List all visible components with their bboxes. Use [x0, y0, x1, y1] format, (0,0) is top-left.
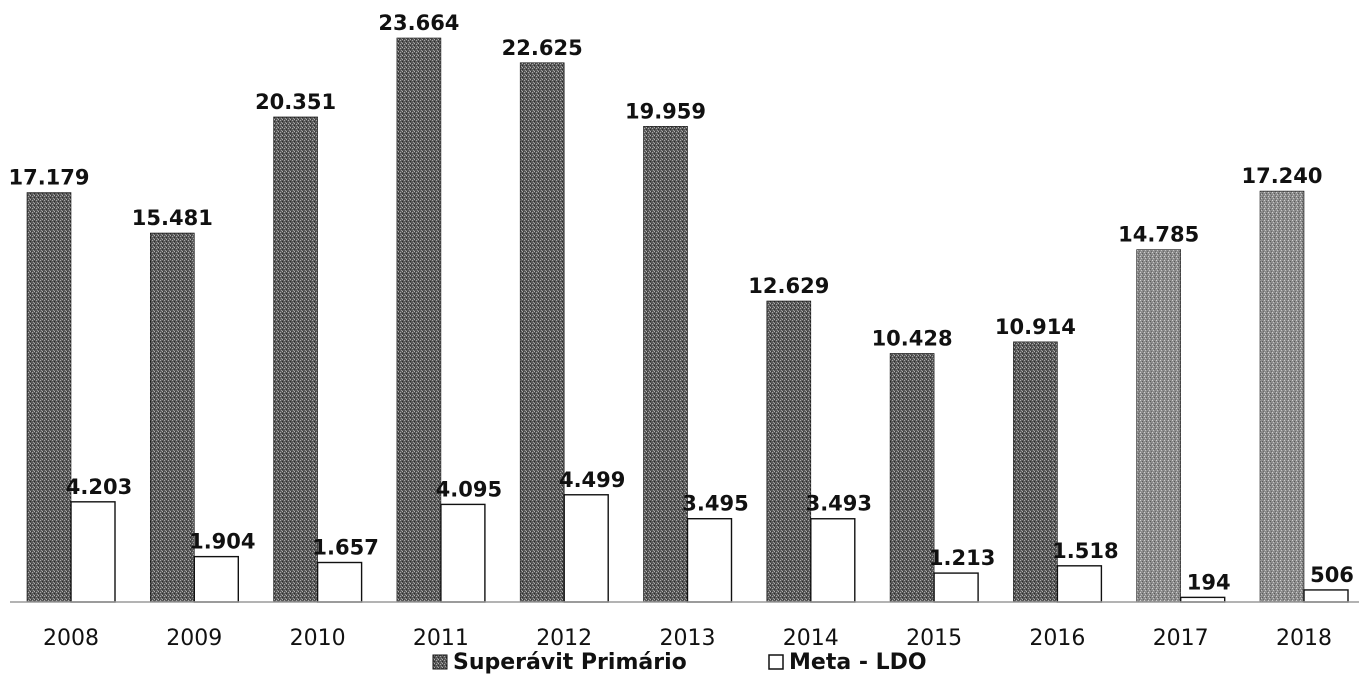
x-tick-2017: 2017: [1153, 626, 1209, 651]
bar-superavit-2009: [150, 232, 195, 603]
value-label-meta-2009: 1.904: [189, 530, 255, 554]
x-tick-2013: 2013: [660, 626, 716, 651]
bar-meta-2009: [193, 555, 240, 603]
x-tick-2010: 2010: [290, 626, 346, 651]
bar-meta-2008: [70, 501, 116, 603]
legend-label-superavit: Superávit Primário: [453, 650, 687, 675]
x-tick-labels-group: 2008 2009 2010 2011 2012 2013 2014 2015 2016 2017…: [43, 626, 1332, 651]
bar-superavit-2008: [26, 192, 72, 603]
value-label-meta-2018: 506: [1310, 563, 1354, 587]
value-label-superavit-2017: 14.785: [1118, 223, 1199, 247]
bar-superavit-2011: [396, 37, 442, 603]
value-label-meta-2010: 1.657: [312, 536, 378, 560]
value-label-superavit-2008: 17.179: [8, 166, 89, 190]
x-tick-2008: 2008: [43, 626, 99, 651]
value-label-superavit-2013: 19.959: [625, 99, 706, 123]
value-label-meta-2017: 194: [1187, 570, 1231, 594]
bar-meta-2013: [686, 518, 733, 603]
legend-label-meta: Meta - LDO: [789, 650, 927, 675]
bar-superavit-2010: [273, 116, 318, 603]
value-label-meta-2008: 4.203: [66, 475, 132, 499]
legend-swatch-superavit: [432, 654, 448, 670]
x-tick-2018: 2018: [1276, 626, 1332, 651]
bar-meta-2012: [563, 494, 609, 603]
value-label-superavit-2009: 15.481: [132, 206, 213, 230]
x-tick-2011: 2011: [413, 626, 469, 651]
legend: Superávit Primário Meta - LDO: [432, 650, 927, 675]
bar-meta-2015: [933, 572, 979, 603]
value-label-meta-2016: 1.518: [1052, 539, 1118, 563]
bar-meta-2016: [1056, 565, 1103, 603]
bar-meta-2014: [810, 518, 856, 603]
value-label-meta-2015: 1.213: [929, 546, 995, 570]
value-label-superavit-2011: 23.664: [378, 11, 459, 35]
bar-superavit-2013: [643, 126, 688, 603]
bar-superavit-2015: [889, 353, 935, 603]
value-label-superavit-2012: 22.625: [502, 36, 583, 60]
bar-meta-2011: [440, 503, 486, 603]
value-label-superavit-2015: 10.428: [872, 326, 953, 350]
bar-superavit-2016: [1013, 341, 1058, 603]
bar-meta-2010: [316, 561, 363, 603]
bar-superavit-2012: [519, 62, 565, 603]
value-label-superavit-2016: 10.914: [995, 315, 1076, 339]
x-tick-2012: 2012: [536, 626, 592, 651]
value-label-superavit-2018: 17.240: [1241, 164, 1322, 188]
bars-group: [26, 37, 1349, 603]
value-label-meta-2011: 4.095: [436, 477, 502, 501]
bar-superavit-2017: [1136, 249, 1181, 603]
value-label-superavit-2014: 12.629: [748, 274, 829, 298]
bar-meta-2018: [1303, 589, 1349, 603]
bar-superavit-2014: [766, 300, 812, 603]
x-tick-2009: 2009: [166, 626, 222, 651]
bar-superavit-2018: [1259, 190, 1305, 603]
x-tick-2016: 2016: [1029, 626, 1085, 651]
value-label-meta-2012: 4.499: [559, 468, 625, 492]
legend-swatch-meta: [768, 654, 784, 670]
x-tick-2014: 2014: [783, 626, 839, 651]
value-labels-group: 17.179 4.203 15.481 1.904 20.351 1.657 23.664 4…: [8, 11, 1353, 594]
x-tick-2015: 2015: [906, 626, 962, 651]
value-label-meta-2014: 3.493: [806, 492, 872, 516]
value-label-meta-2013: 3.495: [682, 492, 748, 516]
value-label-superavit-2010: 20.351: [255, 90, 336, 114]
